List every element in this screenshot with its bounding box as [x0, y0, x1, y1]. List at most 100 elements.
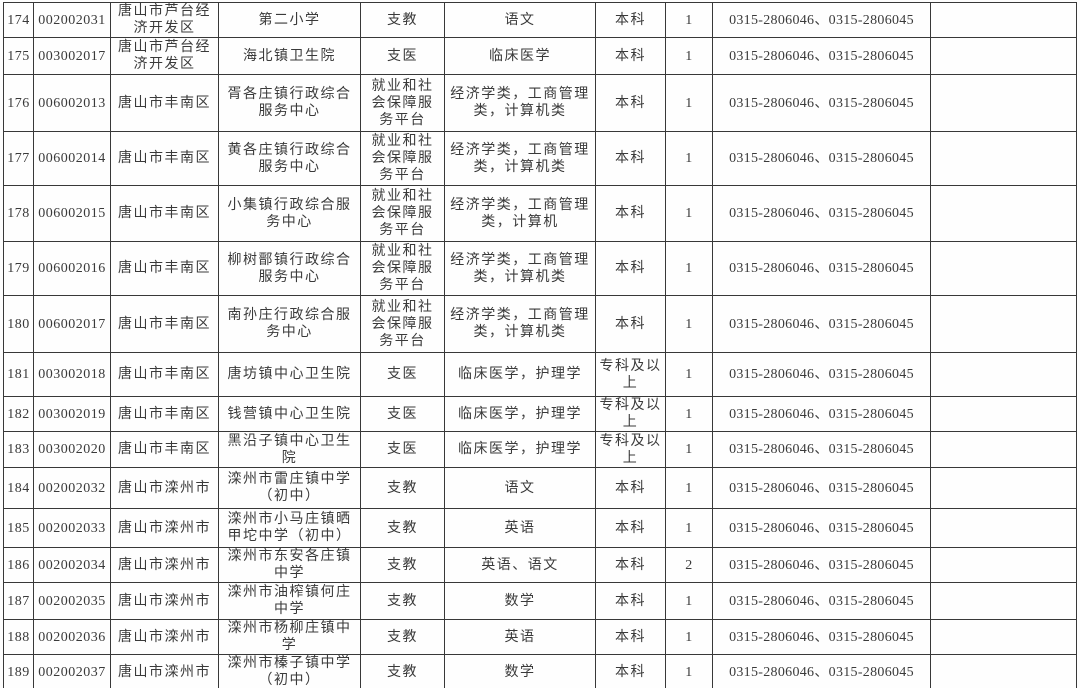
cell-contact-phone: 0315-2806046、0315-2806045	[712, 185, 931, 242]
cell-note-empty	[930, 431, 1077, 468]
cell-contact-phone: 0315-2806046、0315-2806045	[712, 467, 931, 509]
cell-subject-major: 经济学类，工商管理类，计算机类	[444, 241, 596, 296]
cell-row-number: 180	[3, 295, 34, 353]
cell-institution: 滦州市榛子镇中学（初中）	[218, 654, 361, 688]
cell-row-number: 178	[3, 185, 34, 242]
cell-subject-major: 英语	[444, 619, 596, 655]
cell-row-number: 188	[3, 619, 34, 655]
table-row: 180 006002017 唐山市丰南区 南孙庄行政综合服务中心 就业和社会保障服务平台…	[3, 295, 1077, 353]
cell-institution: 滦州市雷庄镇中学（初中）	[218, 467, 361, 509]
cell-row-number: 175	[3, 37, 34, 75]
cell-institution: 黄各庄镇行政综合服务中心	[218, 131, 361, 186]
cell-note-empty	[930, 547, 1077, 583]
cell-region: 唐山市丰南区	[110, 241, 219, 296]
cell-headcount: 1	[665, 295, 713, 353]
cell-category: 就业和社会保障服务平台	[360, 74, 445, 132]
cell-education-requirement: 专科及以上	[595, 352, 666, 397]
cell-position-code: 002002037	[33, 654, 111, 688]
cell-position-code: 006002015	[33, 185, 111, 242]
cell-headcount: 1	[665, 467, 713, 509]
cell-institution: 滦州市杨柳庄镇中学	[218, 619, 361, 655]
cell-region: 唐山市丰南区	[110, 74, 219, 132]
cell-contact-phone: 0315-2806046、0315-2806045	[712, 431, 931, 468]
cell-region: 唐山市芦台经济开发区	[110, 37, 219, 75]
cell-institution: 南孙庄行政综合服务中心	[218, 295, 361, 353]
cell-region: 唐山市滦州市	[110, 508, 219, 548]
table-body: 174 002002031 唐山市芦台经济开发区 第二小学 支教 语文 本科 1 0315-28…	[3, 2, 1077, 688]
cell-headcount: 1	[665, 241, 713, 296]
cell-category: 支医	[360, 431, 445, 468]
cell-contact-phone: 0315-2806046、0315-2806045	[712, 131, 931, 186]
cell-category: 就业和社会保障服务平台	[360, 131, 445, 186]
table-row: 183 003002020 唐山市丰南区 黑沿子镇中心卫生院 支医 临床医学，护理学 专科及…	[3, 431, 1077, 468]
cell-headcount: 1	[665, 619, 713, 655]
cell-row-number: 187	[3, 582, 34, 620]
cell-position-code: 002002034	[33, 547, 111, 583]
table-row: 177 006002014 唐山市丰南区 黄各庄镇行政综合服务中心 就业和社会保障服务平…	[3, 131, 1077, 186]
cell-headcount: 1	[665, 396, 713, 432]
cell-note-empty	[930, 185, 1077, 242]
cell-headcount: 1	[665, 37, 713, 75]
table-row: 181 003002018 唐山市丰南区 唐坊镇中心卫生院 支医 临床医学，护理学 专科及以…	[3, 352, 1077, 397]
cell-institution: 滦州市东安各庄镇中学	[218, 547, 361, 583]
table-row: 186 002002034 唐山市滦州市 滦州市东安各庄镇中学 支教 英语、语文 本科 2 03…	[3, 547, 1077, 583]
cell-note-empty	[930, 396, 1077, 432]
cell-subject-major: 数学	[444, 582, 596, 620]
cell-contact-phone: 0315-2806046、0315-2806045	[712, 74, 931, 132]
cell-headcount: 1	[665, 185, 713, 242]
cell-region: 唐山市丰南区	[110, 131, 219, 186]
cell-education-requirement: 本科	[595, 619, 666, 655]
table-row: 185 002002033 唐山市滦州市 滦州市小马庄镇晒甲坨中学（初中） 支教 英语 本科…	[3, 508, 1077, 548]
cell-region: 唐山市滦州市	[110, 582, 219, 620]
cell-contact-phone: 0315-2806046、0315-2806045	[712, 241, 931, 296]
cell-category: 支教	[360, 2, 445, 38]
cell-region: 唐山市丰南区	[110, 352, 219, 397]
cell-region: 唐山市滦州市	[110, 654, 219, 688]
cell-education-requirement: 专科及以上	[595, 431, 666, 468]
cell-category: 就业和社会保障服务平台	[360, 241, 445, 296]
cell-region: 唐山市滦州市	[110, 547, 219, 583]
cell-row-number: 186	[3, 547, 34, 583]
cell-region: 唐山市滦州市	[110, 619, 219, 655]
cell-row-number: 184	[3, 467, 34, 509]
cell-note-empty	[930, 582, 1077, 620]
cell-category: 支教	[360, 619, 445, 655]
cell-position-code: 006002013	[33, 74, 111, 132]
cell-category: 就业和社会保障服务平台	[360, 295, 445, 353]
cell-institution: 滦州市小马庄镇晒甲坨中学（初中）	[218, 508, 361, 548]
cell-education-requirement: 本科	[595, 185, 666, 242]
cell-subject-major: 语文	[444, 467, 596, 509]
cell-position-code: 006002014	[33, 131, 111, 186]
cell-institution: 柳树鄑镇行政综合服务中心	[218, 241, 361, 296]
cell-headcount: 1	[665, 352, 713, 397]
cell-contact-phone: 0315-2806046、0315-2806045	[712, 582, 931, 620]
table-row: 189 002002037 唐山市滦州市 滦州市榛子镇中学（初中） 支教 数学 本科 1 031…	[3, 654, 1077, 688]
cell-category: 支医	[360, 396, 445, 432]
cell-note-empty	[930, 352, 1077, 397]
cell-note-empty	[930, 619, 1077, 655]
cell-region: 唐山市丰南区	[110, 185, 219, 242]
cell-position-code: 002002036	[33, 619, 111, 655]
cell-region: 唐山市滦州市	[110, 467, 219, 509]
cell-contact-phone: 0315-2806046、0315-2806045	[712, 508, 931, 548]
cell-contact-phone: 0315-2806046、0315-2806045	[712, 619, 931, 655]
cell-education-requirement: 本科	[595, 74, 666, 132]
cell-contact-phone: 0315-2806046、0315-2806045	[712, 654, 931, 688]
cell-contact-phone: 0315-2806046、0315-2806045	[712, 547, 931, 583]
cell-institution: 黑沿子镇中心卫生院	[218, 431, 361, 468]
cell-education-requirement: 本科	[595, 131, 666, 186]
cell-row-number: 177	[3, 131, 34, 186]
cell-subject-major: 经济学类，工商管理类，计算机类	[444, 295, 596, 353]
cell-category: 就业和社会保障服务平台	[360, 185, 445, 242]
cell-headcount: 1	[665, 654, 713, 688]
cell-row-number: 183	[3, 431, 34, 468]
table-row: 187 002002035 唐山市滦州市 滦州市油榨镇何庄中学 支教 数学 本科 1 0315-…	[3, 582, 1077, 620]
cell-headcount: 1	[665, 131, 713, 186]
cell-region: 唐山市丰南区	[110, 295, 219, 353]
cell-subject-major: 英语	[444, 508, 596, 548]
cell-note-empty	[930, 74, 1077, 132]
cell-education-requirement: 本科	[595, 582, 666, 620]
cell-position-code: 006002017	[33, 295, 111, 353]
cell-position-code: 006002016	[33, 241, 111, 296]
cell-contact-phone: 0315-2806046、0315-2806045	[712, 352, 931, 397]
